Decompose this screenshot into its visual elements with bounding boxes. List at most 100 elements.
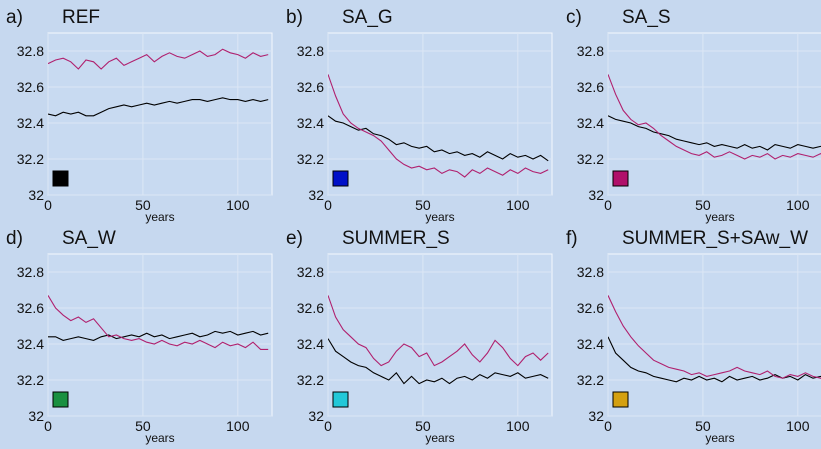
y-tick-label: 32.4 <box>577 115 604 131</box>
y-tick-label: 32 <box>28 408 44 424</box>
panel: 32 32.2 32.4 32.6 32.8 0 50 100 years c) SA_S <box>566 7 821 224</box>
panel: 32 32.2 32.4 32.6 32.8 0 50 100 years b) SA_G <box>286 7 553 224</box>
x-tick-label: 100 <box>226 418 250 434</box>
plot-area <box>607 32 821 196</box>
y-tick-label: 32.6 <box>17 79 44 95</box>
x-tick-label: 50 <box>415 418 431 434</box>
lines <box>48 48 269 117</box>
data-line <box>328 338 549 385</box>
x-axis-label: years <box>425 431 454 445</box>
panel: 32 32.2 32.4 32.6 32.8 0 50 100 years f) SUMMER_S+… <box>566 228 821 445</box>
y-tick-label: 32.8 <box>17 264 44 280</box>
y-tick-label: 32 <box>28 187 44 203</box>
panel-label: b) <box>286 7 303 28</box>
y-tick-label: 32.4 <box>577 336 604 352</box>
x-tick-label: 50 <box>135 418 151 434</box>
data-line <box>608 295 821 379</box>
y-tick-label: 32.8 <box>297 264 324 280</box>
x-tick-label: 50 <box>695 418 711 434</box>
y-tick-label: 32.2 <box>17 151 44 167</box>
color-marker <box>612 391 629 408</box>
data-line <box>48 330 269 341</box>
y-tick-label: 32.6 <box>577 300 604 316</box>
y-tick-label: 32.6 <box>17 300 44 316</box>
panel-label: a) <box>6 7 23 28</box>
x-axis-label: years <box>705 210 734 224</box>
lines <box>608 74 821 160</box>
x-tick-label: 100 <box>226 197 250 213</box>
y-tick-label: 32.6 <box>577 79 604 95</box>
panel: 32 32.2 32.4 32.6 32.8 0 50 100 years a) REF <box>6 7 273 224</box>
x-axis-label: years <box>425 210 454 224</box>
lines <box>48 295 269 350</box>
panel-title: REF <box>62 7 100 28</box>
x-axis-label: years <box>145 210 174 224</box>
y-tick-label: 32.4 <box>297 336 324 352</box>
y-tick-label: 32.4 <box>17 115 44 131</box>
panel-label: c) <box>566 7 582 28</box>
data-line <box>608 336 821 383</box>
x-tick-label: 100 <box>786 418 810 434</box>
lines <box>328 74 549 178</box>
y-tick-label: 32.2 <box>297 151 324 167</box>
x-axis-label: years <box>705 431 734 445</box>
x-tick-label: 50 <box>415 197 431 213</box>
panel-label: e) <box>286 228 303 249</box>
x-tick-label: 100 <box>786 197 810 213</box>
data-line <box>328 74 549 178</box>
x-tick-label: 100 <box>506 197 530 213</box>
data-line <box>328 295 549 367</box>
y-tick-label: 32.6 <box>297 79 324 95</box>
plot-area <box>607 253 821 417</box>
panel-title: SA_G <box>342 7 393 28</box>
data-line <box>48 97 269 117</box>
x-tick-label: 0 <box>604 418 612 434</box>
lines <box>608 295 821 383</box>
y-tick-label: 32.2 <box>577 372 604 388</box>
color-marker <box>332 391 349 408</box>
x-tick-label: 0 <box>44 418 52 434</box>
y-tick-label: 32.2 <box>577 151 604 167</box>
y-tick-label: 32.8 <box>17 43 44 59</box>
panel-title: SA_S <box>622 7 671 28</box>
data-line <box>48 48 269 70</box>
y-tick-label: 32 <box>308 187 324 203</box>
x-tick-label: 100 <box>506 418 530 434</box>
y-tick-label: 32 <box>588 187 604 203</box>
x-axis-label: years <box>145 431 174 445</box>
lines <box>328 295 549 385</box>
x-tick-label: 0 <box>324 418 332 434</box>
x-tick-label: 0 <box>604 197 612 213</box>
y-tick-label: 32.8 <box>297 43 324 59</box>
x-tick-label: 50 <box>135 197 151 213</box>
plot-area <box>327 253 553 417</box>
color-marker <box>612 170 629 187</box>
y-tick-label: 32.6 <box>297 300 324 316</box>
panel: 32 32.2 32.4 32.6 32.8 0 50 100 years e) SUMMER_S <box>286 228 553 445</box>
x-tick-label: 0 <box>324 197 332 213</box>
y-tick-label: 32 <box>588 408 604 424</box>
color-marker <box>332 170 349 187</box>
data-line <box>328 115 549 162</box>
x-tick-label: 50 <box>695 197 711 213</box>
data-line <box>608 74 821 160</box>
panel-title: SUMMER_S+SAw_W <box>622 228 808 249</box>
data-line <box>48 295 269 350</box>
data-line <box>608 115 821 151</box>
y-tick-label: 32.2 <box>297 372 324 388</box>
x-tick-label: 0 <box>44 197 52 213</box>
panel-title: SUMMER_S <box>342 228 450 249</box>
plot-area <box>327 32 553 196</box>
panel: 32 32.2 32.4 32.6 32.8 0 50 100 years d) SA_W <box>6 228 273 445</box>
panel-title: SA_W <box>62 228 116 249</box>
color-marker <box>52 391 69 408</box>
panel-label: f) <box>566 228 578 249</box>
y-tick-label: 32.4 <box>17 336 44 352</box>
y-tick-label: 32 <box>308 408 324 424</box>
y-tick-label: 32.4 <box>297 115 324 131</box>
color-marker <box>52 170 69 187</box>
panel-label: d) <box>6 228 23 249</box>
y-tick-label: 32.8 <box>577 264 604 280</box>
y-tick-label: 32.8 <box>577 43 604 59</box>
